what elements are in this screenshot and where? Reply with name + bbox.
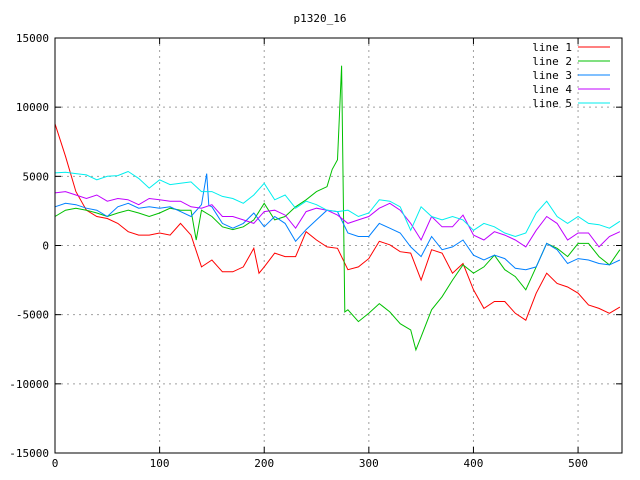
- y-tick-label: 0: [42, 240, 49, 253]
- series-line-4: [54, 191, 621, 248]
- y-tick-label: -5000: [16, 309, 49, 322]
- x-tick-label: 300: [359, 457, 379, 470]
- legend-label: line 5: [532, 97, 572, 110]
- legend-label: line 4: [532, 83, 572, 96]
- y-tick-label: 5000: [23, 170, 50, 183]
- x-tick-label: 500: [568, 457, 588, 470]
- axis-ticks: 0 100 200 300 400 500 -15000 -10000 -5000 0 5000 10…: [9, 32, 622, 470]
- series-line-3: [54, 173, 621, 271]
- series-line-5: [54, 170, 621, 238]
- series-line-1: [54, 123, 621, 321]
- legend-label: line 3: [532, 69, 572, 82]
- plot-border: [54, 37, 623, 454]
- y-tick-label: -10000: [9, 378, 49, 391]
- x-tick-label: 400: [464, 457, 484, 470]
- chart-title: p1320_16: [294, 12, 347, 25]
- y-tick-label: 15000: [16, 32, 49, 45]
- legend-label: line 2: [532, 55, 572, 68]
- x-tick-label: 0: [52, 457, 59, 470]
- grid: [55, 38, 622, 453]
- y-tick-label: -15000: [9, 447, 49, 460]
- y-tick-label: 10000: [16, 101, 49, 114]
- x-tick-label: 100: [150, 457, 170, 470]
- x-tick-label: 200: [254, 457, 274, 470]
- series-line-2: [54, 65, 621, 352]
- series-lines: [54, 65, 621, 352]
- legend-label: line 1: [532, 41, 572, 54]
